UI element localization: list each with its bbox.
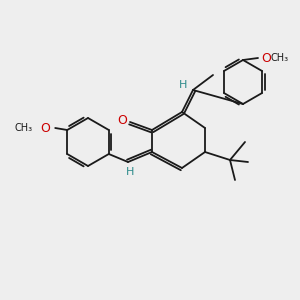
Text: CH₃: CH₃ (14, 123, 32, 133)
Text: H: H (126, 167, 134, 177)
Text: O: O (40, 122, 50, 134)
Text: O: O (117, 113, 127, 127)
Text: H: H (179, 80, 187, 90)
Text: O: O (261, 52, 271, 64)
Text: CH₃: CH₃ (271, 53, 289, 63)
